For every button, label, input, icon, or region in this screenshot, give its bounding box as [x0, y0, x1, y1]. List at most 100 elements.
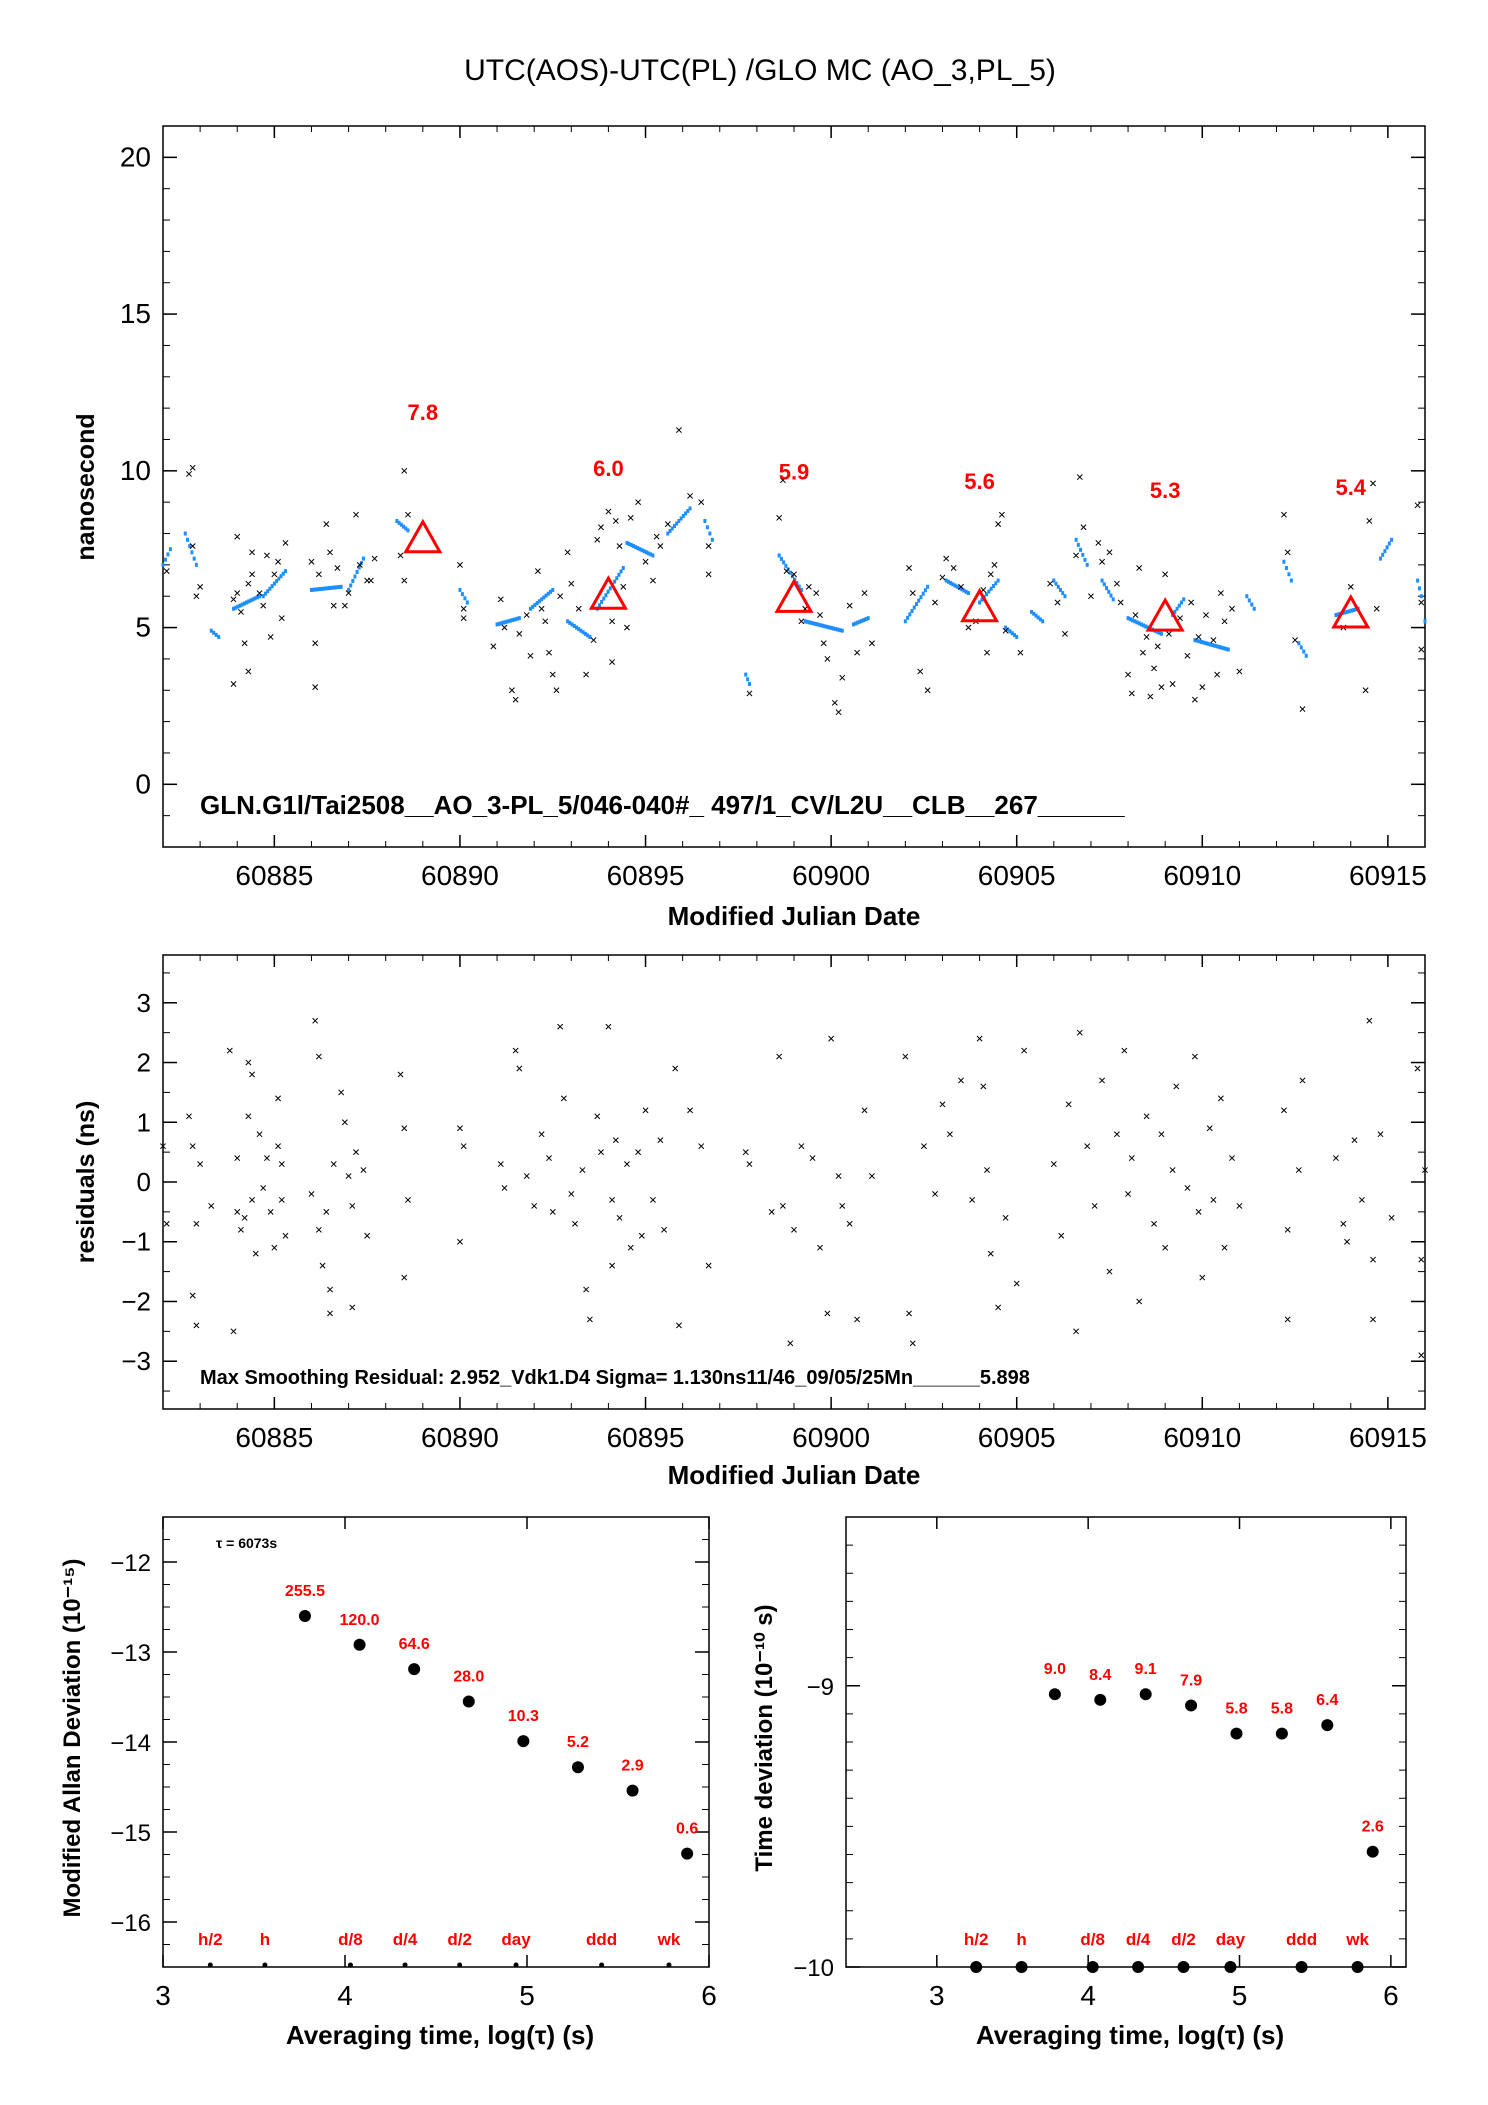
tdev-point	[1094, 1693, 1107, 1706]
tdev-xtick-label: 5	[1232, 1980, 1248, 2011]
residual-cross	[237, 1226, 244, 1233]
data-cross	[553, 687, 560, 694]
residual-cross	[456, 1238, 463, 1245]
residual-cross	[1084, 1143, 1091, 1150]
top-xtick-label: 60890	[421, 860, 499, 891]
residual-cross	[234, 1208, 241, 1215]
smoothed-point	[823, 624, 827, 629]
data-cross	[397, 552, 404, 559]
smoothed-point	[325, 586, 329, 591]
residual-cross	[776, 1053, 783, 1060]
data-cross	[1217, 590, 1224, 597]
smoothed-point	[1289, 578, 1293, 583]
smoothed-point	[255, 595, 259, 600]
tdev-point-label: 9.1	[1135, 1661, 1157, 1678]
residual-cross	[1284, 1316, 1291, 1323]
residual-cross	[902, 1053, 909, 1060]
data-cross	[1299, 706, 1306, 713]
data-cross	[367, 577, 374, 584]
data-cross	[950, 565, 957, 571]
smoothed-point	[533, 602, 537, 607]
smoothed-point	[1038, 617, 1042, 622]
smoothed-point	[568, 620, 572, 625]
residual-cross	[1377, 1131, 1384, 1138]
residual-cross	[594, 1113, 601, 1120]
smoothed-point	[395, 518, 399, 523]
smoothed-point	[163, 557, 167, 562]
smoothed-point	[602, 596, 606, 601]
residual-cross	[958, 1077, 964, 1084]
smoothed-point	[960, 587, 964, 592]
residual-cross	[186, 1113, 192, 1120]
smoothed-point	[397, 520, 401, 525]
data-cross	[1095, 539, 1102, 546]
residual-cross	[854, 1316, 861, 1323]
smoothed-point	[812, 621, 816, 626]
smoothed-point	[194, 562, 198, 567]
tdev-point	[1366, 1845, 1379, 1858]
data-cross	[245, 668, 252, 675]
tdev-timescale-label: day	[1216, 1930, 1246, 1949]
smoothed-point	[537, 599, 541, 604]
data-cross	[987, 571, 994, 578]
smoothed-point	[617, 572, 621, 577]
mdev-point-label: 64.6	[399, 1636, 430, 1653]
smoothed-point	[951, 582, 955, 587]
data-cross	[575, 605, 582, 612]
residual-cross	[234, 1155, 241, 1162]
smoothed-point	[1041, 619, 1045, 624]
top-ytick-label: 5	[135, 612, 151, 643]
smoothed-point	[834, 627, 838, 632]
smoothed-point	[1079, 547, 1083, 552]
data-cross	[817, 612, 823, 618]
residual-cross	[282, 1232, 289, 1239]
smoothed-point	[818, 623, 822, 628]
residual-cross	[835, 1173, 842, 1179]
data-cross	[275, 558, 282, 565]
residual-cross	[560, 1095, 567, 1102]
data-cross	[642, 558, 649, 565]
data-cross	[341, 602, 348, 609]
smoothed-point	[1385, 545, 1389, 550]
mdev-plot-frame	[162, 1516, 710, 1968]
residual-cross	[1125, 1190, 1132, 1197]
data-cross	[1284, 549, 1291, 556]
smoothed-point	[542, 595, 546, 600]
smoothed-point	[679, 516, 683, 521]
top-chart: nanosecond Modified Julian Date GLN.G1l/…	[72, 125, 1427, 931]
daily-mean-label: 5.6	[964, 469, 995, 494]
smoothed-point	[829, 625, 833, 630]
smoothed-point	[579, 628, 583, 633]
residual-cross	[327, 1310, 333, 1317]
smoothed-point	[1061, 591, 1065, 596]
smoothed-point	[1416, 578, 1420, 583]
data-cross	[624, 624, 630, 631]
smoothed-point	[821, 623, 825, 628]
residual-cross	[523, 1173, 530, 1179]
data-cross	[831, 699, 838, 706]
residual-cross	[241, 1214, 248, 1221]
data-cross	[256, 590, 263, 597]
smoothed-point	[917, 598, 921, 603]
smoothed-point	[1111, 597, 1115, 602]
smoothed-point	[987, 589, 991, 594]
smoothed-point	[1102, 582, 1106, 587]
residual-cross	[249, 1196, 256, 1203]
residual-cross	[1113, 1131, 1120, 1138]
residual-cross	[405, 1196, 411, 1203]
smoothed-point	[688, 506, 692, 511]
mdev-ytick-label: −15	[110, 1820, 151, 1847]
data-cross	[1165, 630, 1172, 637]
smoothed-point	[314, 587, 318, 592]
residuals-ytick-label: 2	[137, 1048, 151, 1078]
residual-cross	[197, 1161, 204, 1168]
smoothed-point	[1076, 542, 1080, 547]
smoothed-point	[926, 584, 930, 589]
residual-cross	[245, 1059, 252, 1066]
data-cross	[932, 599, 939, 606]
smoothed-point	[247, 599, 251, 604]
data-cross	[616, 543, 623, 550]
data-cross	[746, 690, 753, 697]
data-cross	[939, 574, 946, 581]
